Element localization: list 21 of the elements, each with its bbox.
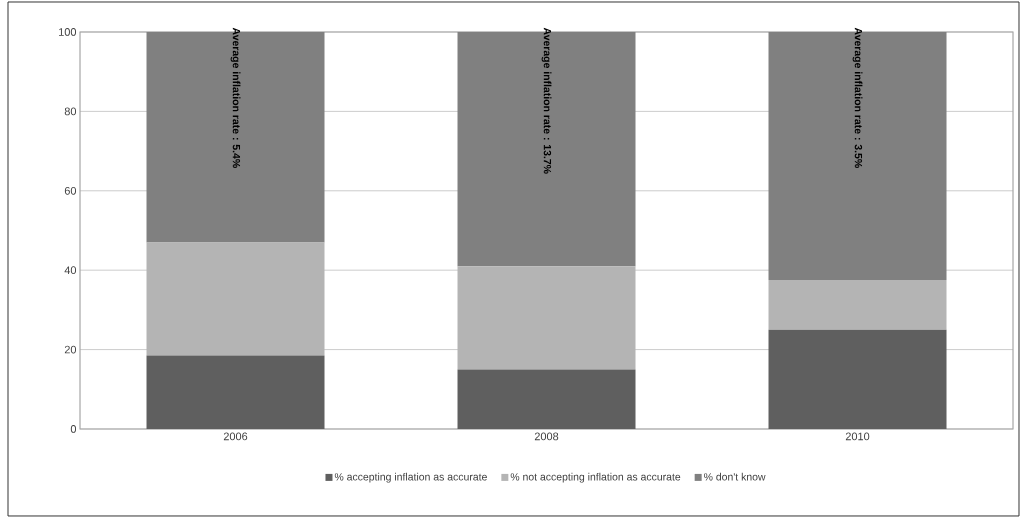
legend-label: % don't know <box>704 472 766 481</box>
y-tick-label: 100 <box>59 28 77 36</box>
annotation: Average inflation rate : 3.5% <box>852 27 863 168</box>
legend-label: % accepting inflation as accurate <box>334 472 487 483</box>
y-tick-label: 80 <box>64 107 77 116</box>
bar <box>768 280 947 330</box>
bar <box>768 329 947 429</box>
x-tick-label: 2006 <box>223 432 248 441</box>
annotation: Average inflation rate : 5.4% <box>230 27 241 168</box>
bar <box>457 369 636 429</box>
bar <box>146 355 325 429</box>
y-tick-label: 20 <box>64 345 77 354</box>
x-tick-label: 2008 <box>534 432 559 441</box>
y-tick-label: 0 <box>70 425 77 433</box>
y-tick-label: 60 <box>64 186 77 195</box>
bar <box>457 266 636 370</box>
bar <box>146 242 325 356</box>
y-tick-label: 40 <box>64 266 77 275</box>
annotation: Average inflation rate : 13.7% <box>541 27 552 174</box>
legend-label: % not accepting inflation as accurate <box>510 472 681 483</box>
x-tick-label: 2010 <box>845 432 870 441</box>
